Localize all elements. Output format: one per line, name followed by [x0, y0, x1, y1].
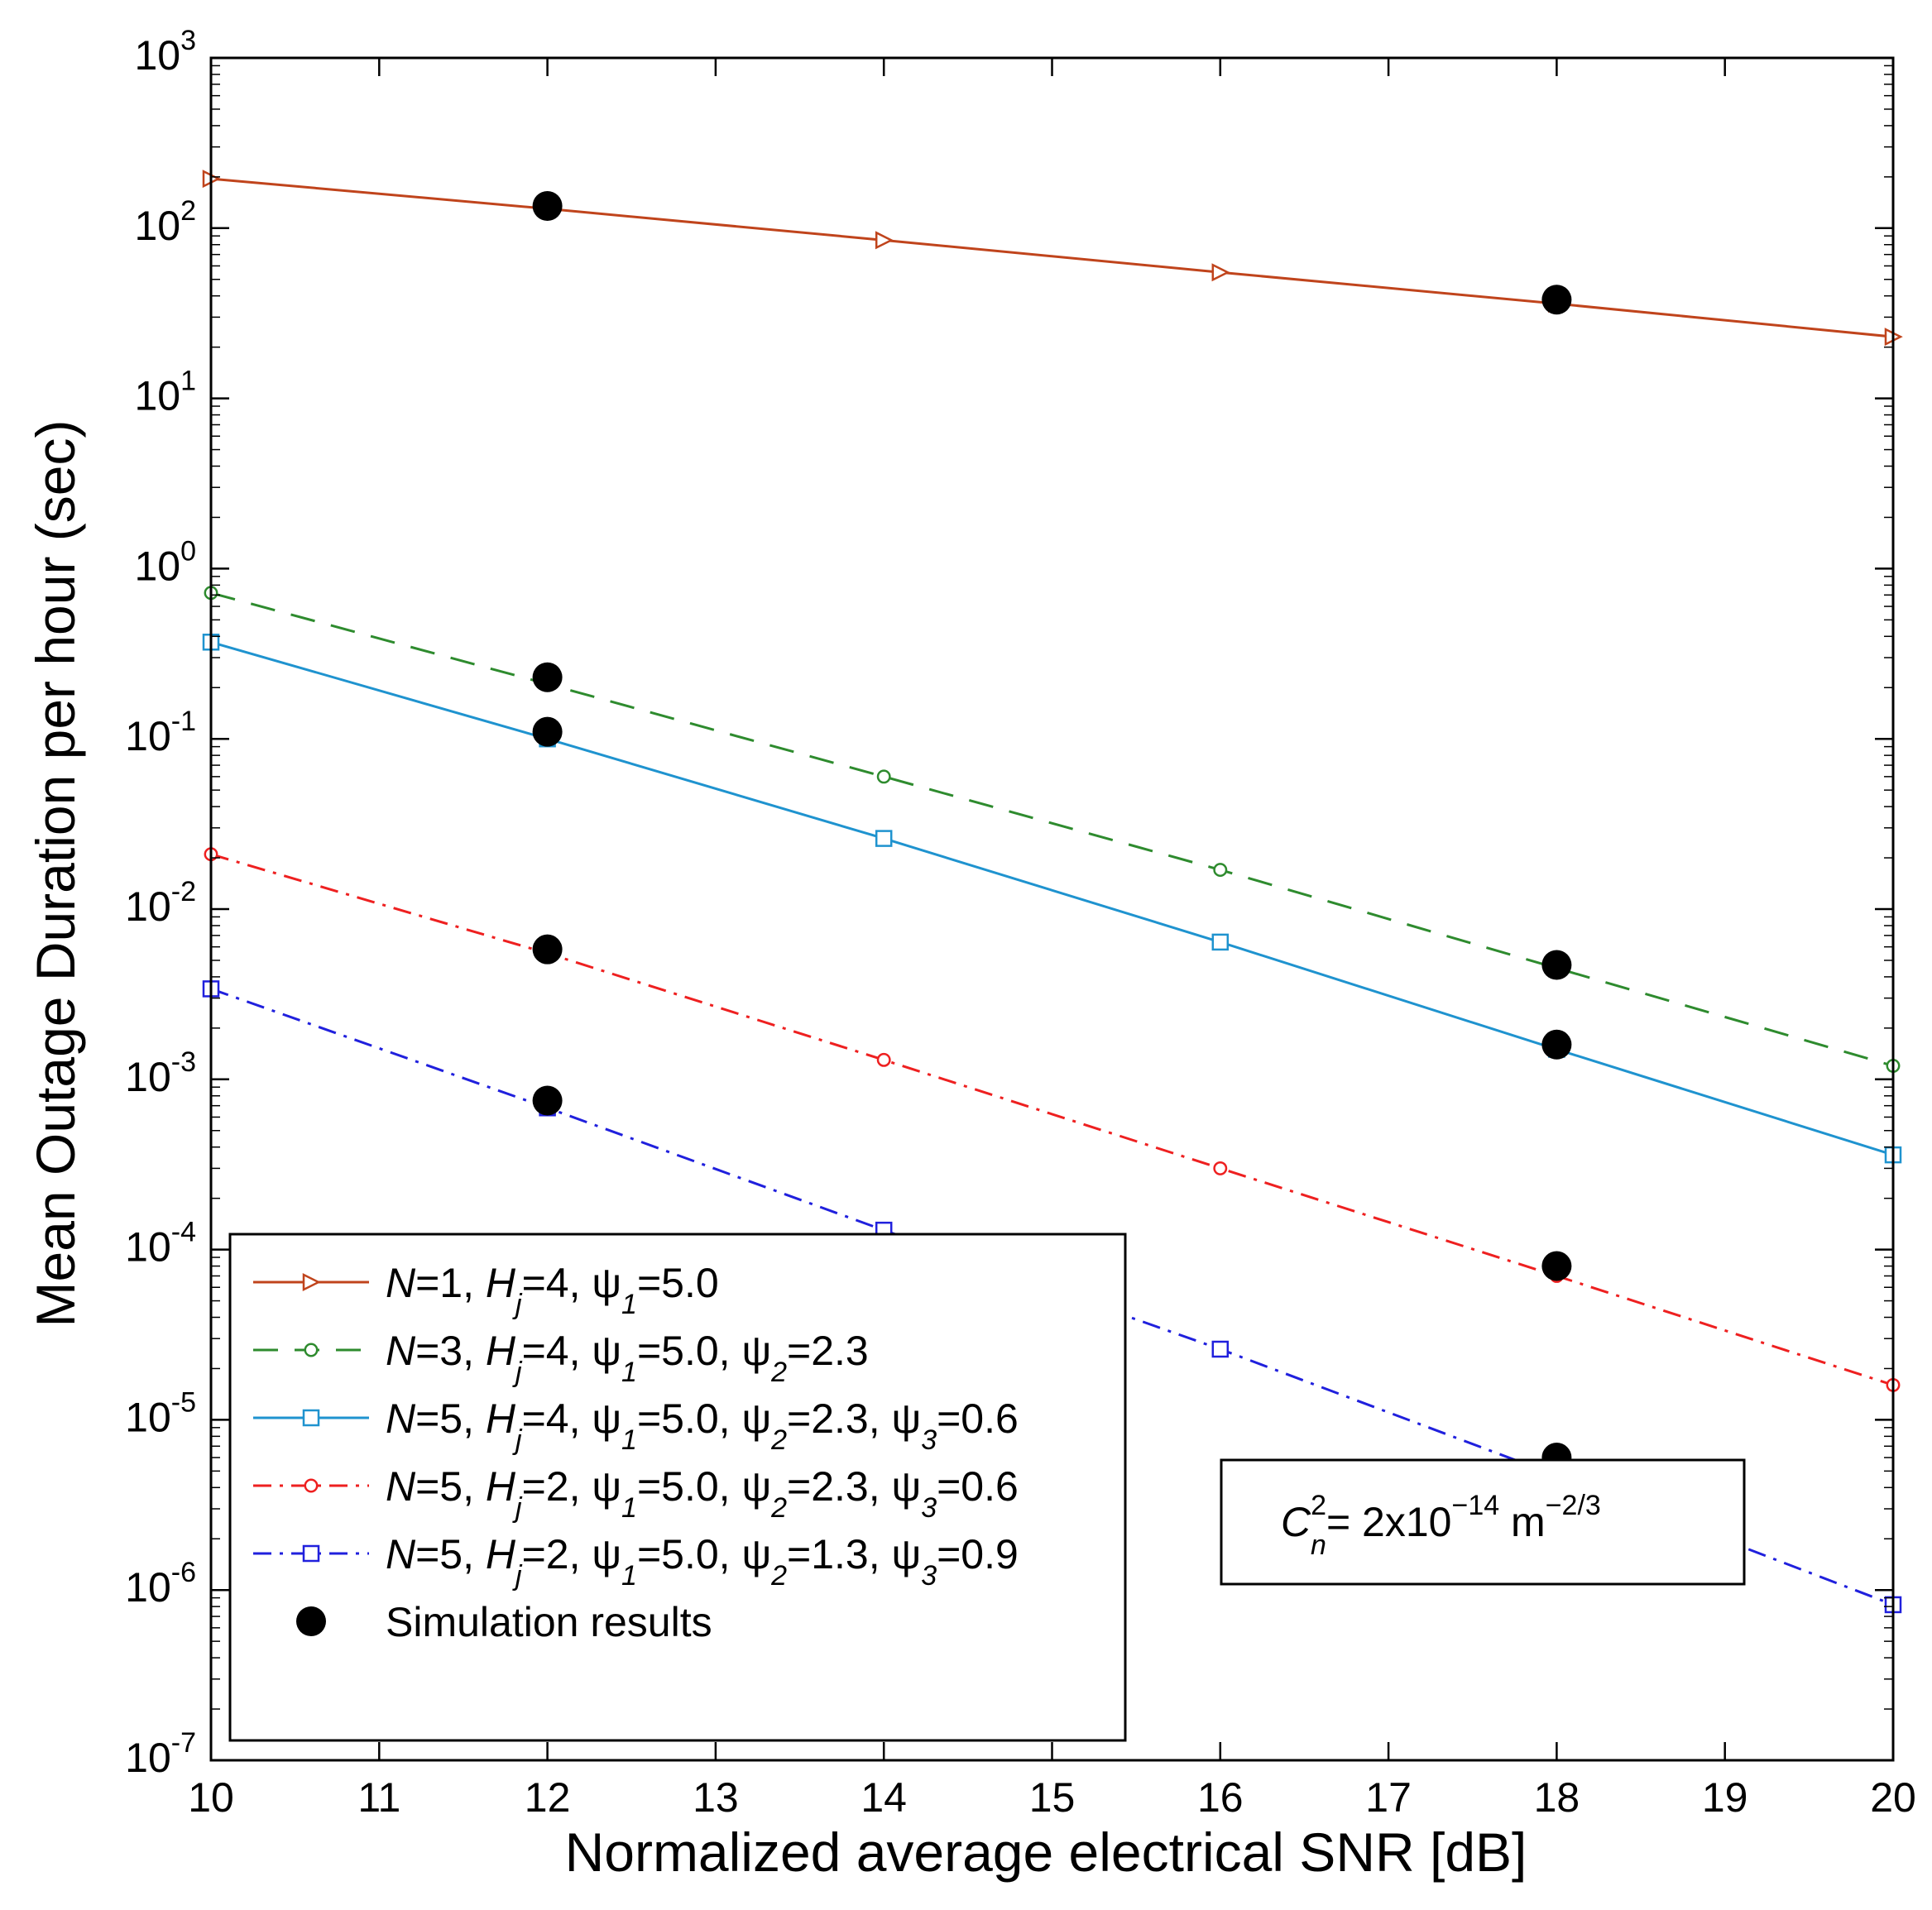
legend-label: N=5, Hj=4, ψ1=5.0, ψ2=2.3, ψ3=0.6 [386, 1395, 1019, 1456]
y-axis-title: Mean Outage Duration per hour (sec) [25, 420, 86, 1328]
series-marker [1211, 933, 1230, 951]
simulation-point [1541, 1251, 1572, 1281]
simulation-point [532, 190, 563, 221]
annotation-text: C2 n= 2x10−14 m−2/3 [1281, 1490, 1601, 1561]
simulation-point [532, 1085, 563, 1116]
x-tick-label: 10 [188, 1774, 234, 1821]
x-tick-label: 16 [1197, 1774, 1244, 1821]
x-tick-label: 15 [1029, 1774, 1076, 1821]
legend: N=1, Hj=4, ψ1=5.0 N=3, Hj=4, ψ1=5.0, ψ2=2… [228, 1233, 1127, 1742]
annotation-frame [1220, 1458, 1746, 1586]
legend-label: N=3, Hj=4, ψ1=5.0, ψ2=2.3 [386, 1328, 869, 1388]
y-tick-label: 100 [134, 535, 196, 589]
simulation-point [1541, 950, 1572, 980]
x-tick-label: 13 [693, 1774, 739, 1821]
y-tick-label: 10-5 [125, 1386, 196, 1440]
series-marker [876, 1052, 891, 1067]
x-tick-label: 18 [1534, 1774, 1580, 1821]
y-tick-label: 103 [134, 25, 196, 79]
legend-box [228, 1233, 1127, 1742]
series-marker [304, 1478, 319, 1493]
series-marker [875, 830, 893, 847]
legend-label: N=5, Hj=2, ψ1=5.0, ψ2=2.3, ψ3=0.6 [386, 1463, 1019, 1524]
legend-simulation-marker [296, 1606, 326, 1636]
y-tick-label: 10-7 [125, 1727, 196, 1781]
y-tick-label: 101 [134, 366, 196, 419]
simulation-point [1541, 285, 1572, 315]
legend-label: N=5, Hj=2, ψ1=5.0, ψ2=1.3, ψ3=0.9 [386, 1531, 1019, 1592]
y-tick-label: 10-3 [125, 1046, 196, 1100]
series-marker [304, 1343, 319, 1357]
y-tick-label: 10-1 [125, 706, 196, 759]
simulation-point [1541, 1029, 1572, 1060]
x-tick-label: 12 [525, 1774, 571, 1821]
legend-label: N=1, Hj=4, ψ1=5.0 [386, 1260, 719, 1320]
series-line [210, 853, 1894, 1386]
x-tick-label: 11 [357, 1774, 400, 1821]
simulation-point [532, 716, 563, 747]
series-marker [1213, 1161, 1228, 1175]
series-marker [875, 231, 894, 250]
series-marker [1213, 863, 1228, 878]
annotation-box: C2 n= 2x10−14 m−2/3 [1220, 1458, 1746, 1586]
series-marker [302, 1409, 320, 1427]
series-line [210, 591, 1894, 1067]
y-tick-label: 10-4 [125, 1217, 196, 1271]
x-tick-label: 17 [1365, 1774, 1412, 1821]
y-tick-label: 10-2 [125, 876, 196, 930]
x-tick-label: 14 [861, 1774, 907, 1821]
series-marker [302, 1544, 320, 1563]
series-marker [876, 769, 891, 784]
x-tick-label: 19 [1702, 1774, 1748, 1821]
series-marker [1211, 1340, 1230, 1358]
simulation-layer [532, 190, 1572, 1473]
x-axis-title: Normalized average electrical SNR [dB] [565, 1821, 1527, 1883]
simulation-point [532, 662, 563, 692]
x-tick-label: 20 [1870, 1774, 1916, 1821]
y-tick-label: 102 [134, 195, 196, 249]
series-line [210, 177, 1894, 338]
series-marker [302, 1272, 321, 1292]
series-line [210, 640, 1894, 1156]
axes: 10 11 12 13 14 15 16 17 18 19 20 10-7 10-6 10-5 10-4 10… [125, 25, 1916, 1821]
simulation-point [532, 934, 563, 965]
series-marker [1211, 263, 1230, 282]
legend-label: Simulation results [386, 1599, 712, 1645]
y-tick-label: 10-6 [125, 1557, 196, 1611]
